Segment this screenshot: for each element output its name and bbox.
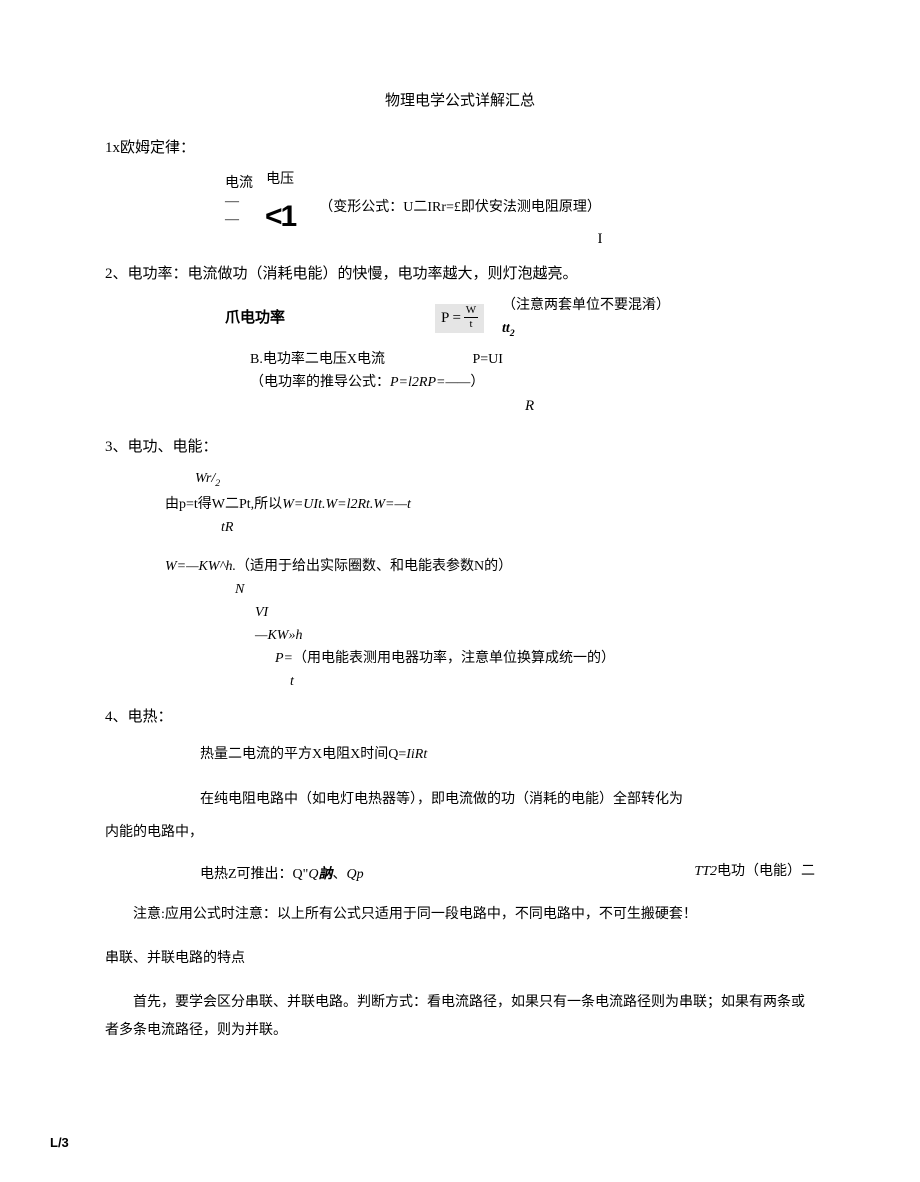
note-para: 注意:应用公式时注意：以上所有公式只适用于同一段电路中，不同电路中，不可生搬硬套… [105, 901, 815, 929]
current-label: 电流 [225, 175, 253, 193]
wr2-line: Wr/2 [165, 468, 815, 491]
page-number: L/3 [50, 1133, 69, 1153]
section-3-heading: 3、电功、电能： [105, 436, 815, 459]
tR-line: tR [165, 517, 815, 538]
unit-note: （注意两套单位不要混淆） [502, 295, 670, 316]
ohm-paren-note: （变形公式：U二IRr=£即伏安法测电阻原理） [309, 169, 601, 218]
pure-resistor-para-2: 内能的电路中， [105, 822, 815, 843]
power-b-text: B.电功率二电压X电流 [250, 352, 385, 367]
pure-resistor-para: 在纯电阻电路中（如电灯电热器等），即电流做的功（消耗的电能）全部转化为 [105, 789, 815, 810]
capital-i: I [385, 228, 815, 251]
ohm-formula-block: 电流 — — 电压 <1 （变形公式：U二IRr=£即伏安法测电阻原理） I [105, 169, 815, 251]
deriv-formula: P=l2RP=—— [390, 375, 470, 390]
subtitle-series-parallel: 串联、并联电路的特点 [105, 945, 815, 973]
p-ui-formula: P=UI [472, 352, 502, 367]
lt-one-symbol: <1 [265, 190, 295, 232]
power-formula-box: P = W t [435, 304, 484, 333]
page-title: 物理电学公式详解汇总 [105, 90, 815, 113]
work-energy-block: Wr/2 由p=t得W二Pt,所以W=UIt.W=l2Rt.W=—t tR W=… [105, 468, 815, 691]
last-para: 首先，要学会区分串联、并联电路。判断方式：看电流路径，如果只有一条电流路径则为串… [105, 989, 815, 1045]
section-1-heading: 1x欧姆定律： [105, 137, 815, 160]
dash-2: — [225, 211, 253, 229]
VI-line: VI [165, 602, 815, 623]
kwh-line: —KW»h [165, 625, 815, 646]
power-deriv-line: （电功率的推导公式：P=l2RP=——） [105, 372, 815, 393]
P-meter-line: P=（用电能表测用电器功率，注意单位换算成统一的） [165, 648, 815, 669]
tt2-label: tt2 [502, 318, 670, 341]
tt2-right: TT2电功（电能）二 [694, 861, 815, 882]
R-symbol: R [525, 395, 815, 418]
dash-1: — [225, 193, 253, 211]
frac-w: W [466, 305, 476, 316]
power-label-a: 爪电功率 [225, 307, 435, 330]
frac-t: t [469, 319, 472, 330]
work-line-1: 由p=t得W二Pt,所以W=UIt.W=l2Rt.W=—t [165, 494, 815, 515]
heat-formula: 热量二电流的平方X电阻X时间Q=IiRt [105, 744, 815, 765]
power-formula-row-a: 爪电功率 P = W t （注意两套单位不要混淆） tt2 [105, 295, 815, 341]
N-line: N [165, 579, 815, 600]
section-2-heading: 2、电功率：电流做功（消耗电能）的快慢，电功率越大，则灯泡越亮。 [105, 263, 815, 286]
deriv-close: ） [470, 375, 484, 390]
voltage-label: 电压 [266, 169, 294, 190]
work-line-2: W=—KW^h.（适用于给出实际圈数、和电能表参数N的） [165, 556, 815, 577]
power-line-b: B.电功率二电压X电流 P=UI [105, 349, 815, 370]
section-4-heading: 4、电热： [105, 706, 815, 729]
deriv-open: （电功率的推导公式： [250, 375, 390, 390]
t-line: t [165, 671, 815, 692]
p-equals: P = [441, 307, 461, 330]
